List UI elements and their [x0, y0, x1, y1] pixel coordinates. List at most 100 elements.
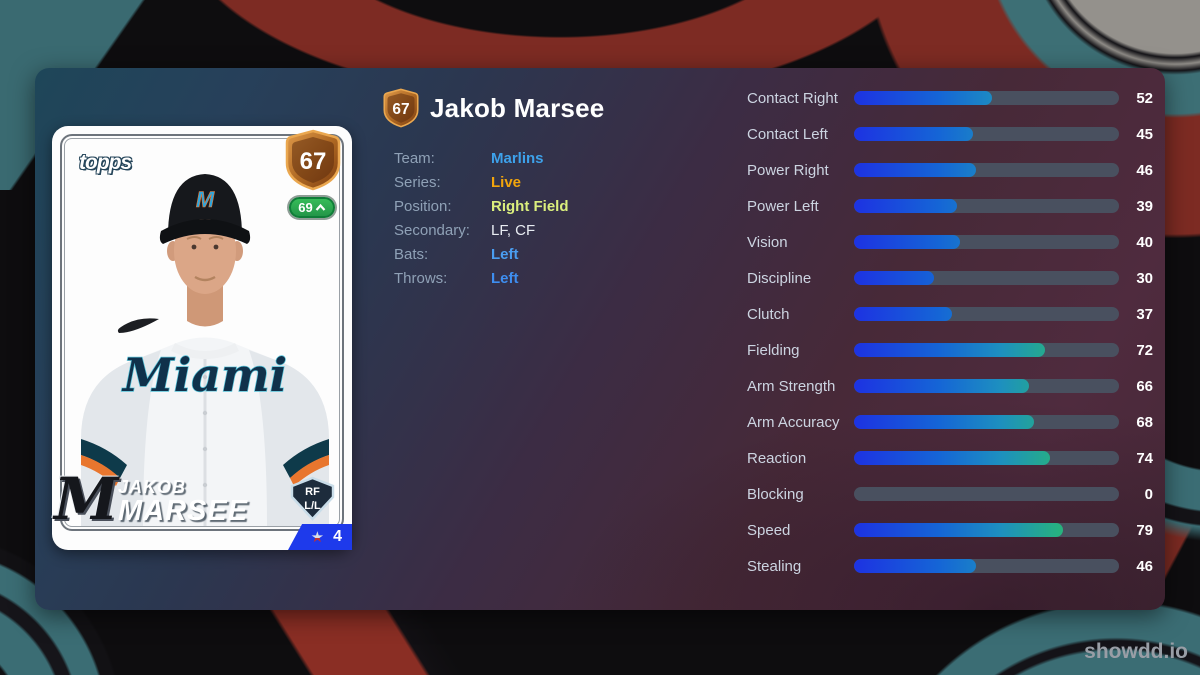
stat-bar-track: [854, 127, 1119, 141]
stat-label: Clutch: [747, 305, 790, 323]
info-value: Left: [491, 269, 519, 287]
stat-bar-fill: [854, 415, 1034, 429]
stat-bar-track: [854, 523, 1119, 537]
stat-value: 46: [1136, 161, 1153, 179]
info-row: Team: Marlins: [394, 146, 569, 170]
stat-bar-track: [854, 91, 1119, 105]
page-title: Jakob Marsee: [430, 92, 605, 123]
info-value: Marlins: [491, 149, 544, 167]
stat-value: 46: [1136, 557, 1153, 575]
stat-value: 39: [1136, 197, 1153, 215]
card-last-name: MARSEE: [118, 495, 249, 527]
stat-row: Vision 40: [747, 224, 1153, 260]
stat-label: Arm Strength: [747, 377, 836, 395]
stat-label: Discipline: [747, 269, 812, 287]
stat-value: 0: [1144, 485, 1153, 503]
info-row: Throws: Left: [394, 266, 569, 290]
player-card: M Miami topps 67 69 M JAKOB MARSE: [52, 126, 352, 550]
stat-bar-track: [854, 415, 1119, 429]
stat-label: Stealing: [747, 557, 802, 575]
stat-label: Vision: [747, 233, 788, 251]
stat-value: 72: [1136, 341, 1153, 359]
stat-label: Reaction: [747, 449, 807, 467]
title-row: 67 Jakob Marsee: [383, 88, 604, 128]
team-monogram: M: [54, 465, 119, 533]
stat-value: 30: [1136, 269, 1153, 287]
stat-bar-track: [854, 235, 1119, 249]
stat-bar-track: [854, 379, 1119, 393]
chevron-up-icon: [315, 203, 326, 211]
stat-label: Arm Accuracy: [747, 413, 840, 431]
plate-handedness: L/L: [304, 500, 321, 512]
jersey-script: Miami: [121, 348, 287, 402]
stat-value: 52: [1136, 89, 1153, 107]
stat-bar-fill: [854, 523, 1063, 537]
trend-value: 69: [298, 200, 313, 215]
stat-row: Power Right 46: [747, 152, 1153, 188]
info-value: Left: [491, 245, 519, 263]
stat-bar-track: [854, 307, 1119, 321]
stat-value: 79: [1136, 521, 1153, 539]
stat-row: Blocking 0: [747, 476, 1153, 512]
stat-value: 40: [1136, 233, 1153, 251]
cap-logo-m: M: [196, 187, 215, 212]
star-count: 4: [333, 528, 342, 545]
stat-label: Contact Right: [747, 89, 838, 107]
info-row: Series: Live: [394, 170, 569, 194]
watermark-link[interactable]: showdd.io: [1084, 640, 1188, 663]
stat-value: 68: [1136, 413, 1153, 431]
card-overall-value: 67: [300, 148, 327, 175]
plate-position: RF: [305, 486, 320, 498]
info-value: LF, CF: [491, 221, 536, 239]
stat-value: 37: [1136, 305, 1153, 323]
stat-bar-track: [854, 559, 1119, 573]
player-info-list: Team: Marlins Series: Live Position: Right Fi…: [394, 146, 569, 290]
stat-row: Discipline 30: [747, 260, 1153, 296]
stat-row: Arm Strength 66: [747, 368, 1153, 404]
stat-bar-track: [854, 163, 1119, 177]
stat-label: Power Right: [747, 161, 829, 179]
info-label: Series:: [394, 173, 441, 191]
info-value: Right Field: [491, 197, 569, 215]
stat-bar-track: [854, 199, 1119, 213]
banner-wedge: [278, 537, 289, 548]
stat-row: Stealing 46: [747, 548, 1153, 584]
stat-bar-track: [854, 487, 1119, 501]
info-label: Bats:: [394, 245, 429, 263]
info-row: Position: Right Field: [394, 194, 569, 218]
info-label: Position:: [394, 197, 452, 215]
stat-row: Speed 79: [747, 512, 1153, 548]
card-pinstripe-border: [60, 134, 344, 531]
stat-label: Blocking: [747, 485, 804, 503]
card-overall-shield: 67: [285, 129, 341, 191]
trend-badge: 69: [289, 197, 335, 218]
card-player-name: JAKOB MARSEE: [118, 478, 248, 526]
stat-bar-fill: [854, 235, 960, 249]
title-overall-value: 67: [392, 101, 409, 118]
stat-bar-fill: [854, 343, 1045, 357]
stat-label: Fielding: [747, 341, 800, 359]
stat-bar-fill: [854, 127, 973, 141]
stat-row: Clutch 37: [747, 296, 1153, 332]
star-icon: ★: [310, 528, 325, 546]
stat-value: 74: [1136, 449, 1153, 467]
info-label: Throws:: [394, 269, 448, 287]
stats-list: Contact Right 52 Contact Left 45 Power Right…: [747, 80, 1153, 584]
player-stats-panel: M Miami topps 67 69 M JAKOB MARSE: [35, 68, 1165, 610]
stat-row: Contact Left 45: [747, 116, 1153, 152]
stat-value: 45: [1136, 125, 1153, 143]
stat-value: 66: [1136, 377, 1153, 395]
stat-bar-fill: [854, 559, 976, 573]
stat-row: Arm Accuracy 68: [747, 404, 1153, 440]
stat-bar-fill: [854, 271, 934, 285]
stat-label: Speed: [747, 521, 791, 539]
info-label: Secondary:: [394, 221, 470, 239]
stat-bar-fill: [854, 163, 976, 177]
card-photo-area: M Miami topps: [65, 139, 339, 526]
stat-bar-track: [854, 271, 1119, 285]
topps-logo: topps: [79, 151, 132, 174]
stat-bar-fill: [854, 379, 1029, 393]
card-first-name: JAKOB: [118, 477, 187, 497]
title-overall-shield: 67: [383, 88, 419, 128]
info-label: Team:: [394, 149, 435, 167]
